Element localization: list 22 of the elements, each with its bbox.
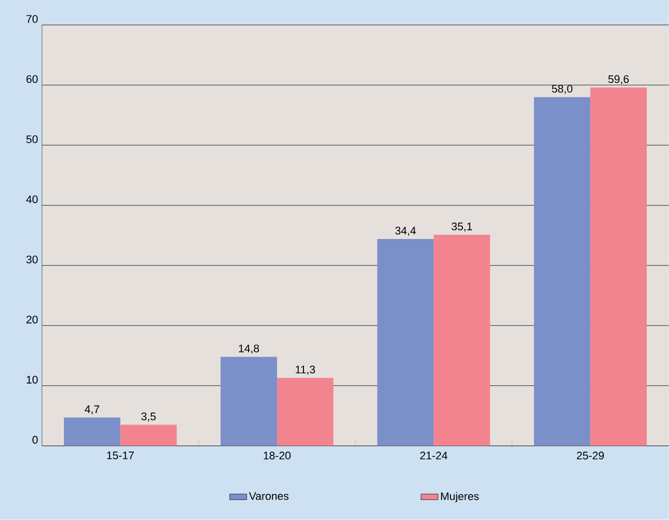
data-label: 35,1 (452, 222, 472, 232)
y-tick-label: 70 (26, 15, 38, 23)
x-tick-label: 18-20 (264, 452, 291, 460)
data-label: 34,4 (395, 226, 416, 236)
y-tick-label: 10 (26, 376, 38, 384)
y-tick-label: 40 (26, 196, 38, 204)
data-label: 59,6 (608, 75, 629, 84)
x-tick-label: 21-24 (420, 452, 448, 460)
legend-label: Varones (248, 492, 288, 500)
data-label: 11,3 (296, 366, 315, 375)
y-tick-label: 60 (26, 75, 38, 84)
x-tick-label: 25-29 (576, 452, 604, 460)
data-label: 3,5 (141, 412, 156, 422)
data-label: 4,7 (84, 406, 100, 414)
data-label: 58,0 (552, 84, 572, 94)
y-tick-label: 0 (32, 436, 38, 444)
y-tick-label: 30 (26, 256, 38, 264)
y-tick-label: 20 (26, 316, 38, 324)
legend-label: Mujeres (441, 492, 479, 502)
x-tick-label: 15-17 (107, 452, 134, 460)
data-label: 14,8 (238, 344, 259, 354)
y-tick-label: 50 (26, 135, 38, 144)
